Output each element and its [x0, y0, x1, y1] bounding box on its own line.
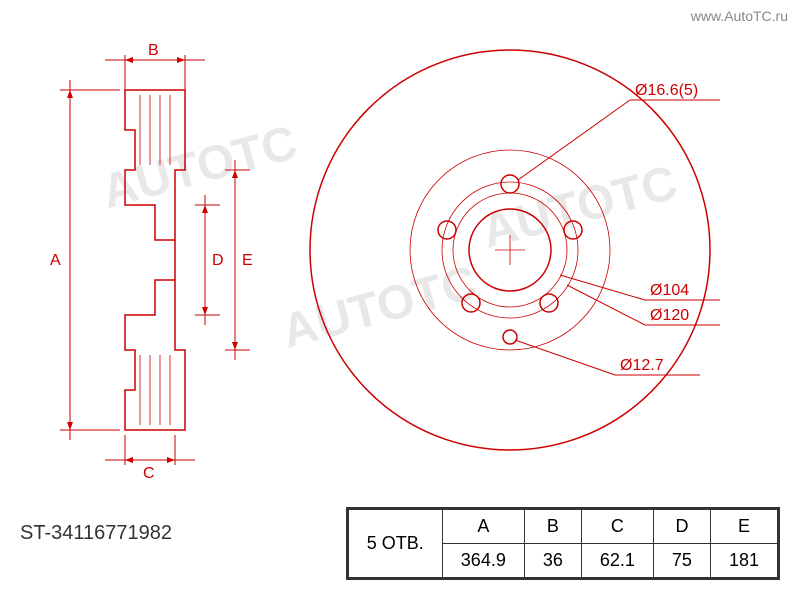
col-d: D [653, 510, 710, 544]
diagram-container: AUTOTC AUTOTC AUTOTC www.AutoTC.ru B [0, 0, 800, 600]
val-d: 75 [653, 544, 710, 578]
val-a: 364.9 [442, 544, 524, 578]
dim-a-label: A [50, 252, 61, 269]
col-b: B [524, 510, 581, 544]
dim-d-label: D [212, 252, 224, 269]
val-e: 181 [710, 544, 777, 578]
col-e: E [710, 510, 777, 544]
ann-d120: Ø120 [650, 307, 689, 324]
front-disc-view: Ø16.6(5) Ø104 Ø120 Ø12.7 [300, 30, 740, 470]
dim-e-label: E [242, 252, 253, 269]
dimensions-table: 5 ОТВ. A B C D E 364.9 36 62.1 75 181 [346, 507, 780, 580]
ann-smallhole: Ø12.7 [620, 357, 664, 374]
col-a: A [442, 510, 524, 544]
val-c: 62.1 [581, 544, 653, 578]
side-cross-section: B A D [20, 40, 270, 480]
val-b: 36 [524, 544, 581, 578]
dim-c-label: C [143, 465, 155, 480]
col-c: C [581, 510, 653, 544]
ann-d104: Ø104 [650, 282, 689, 299]
source-url: www.AutoTC.ru [691, 8, 788, 24]
ann-bolthole: Ø16.6(5) [635, 82, 698, 99]
dim-b-label: B [148, 42, 159, 59]
table-holes-label: 5 ОТВ. [348, 510, 442, 578]
part-number: ST-34116771982 [20, 522, 172, 545]
